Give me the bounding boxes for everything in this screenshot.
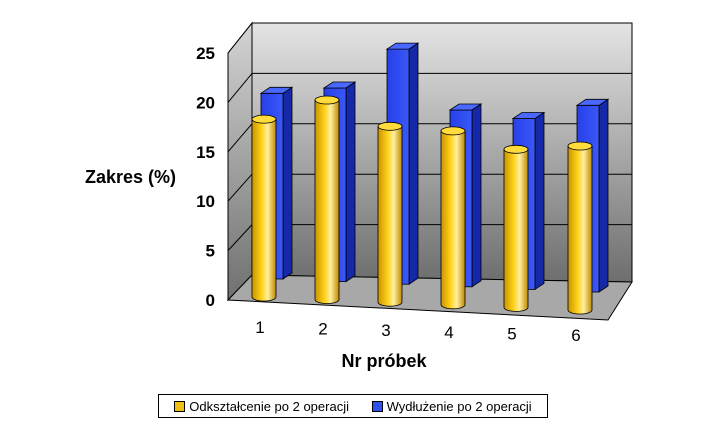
gridline [227, 73, 253, 103]
left-wall [227, 21, 253, 302]
y-tick-label: 0 [206, 291, 215, 310]
bar-series-1 [377, 121, 403, 307]
y-tick-label: 20 [196, 93, 215, 112]
legend-item-series-1: Odkształcenie po 2 operacji [174, 399, 349, 414]
y-tick-label: 15 [196, 143, 215, 162]
bar-series-1 [440, 126, 466, 310]
y-tick-label: 5 [206, 242, 215, 261]
x-axis-ticks: 1 2 3 4 5 6 [255, 318, 580, 345]
gridline [227, 173, 253, 202]
x-tick-label: 3 [381, 321, 390, 340]
x-axis-label: Nr próbek [341, 351, 427, 371]
legend-item-series-2: Wydłużenie po 2 operacji [371, 398, 532, 414]
legend-swatch-series-1 [174, 400, 186, 412]
y-axis-ticks: 0 5 10 15 20 25 [196, 44, 215, 310]
bar-series-1 [567, 141, 593, 315]
x-tick-label: 1 [255, 318, 264, 337]
legend-label-series-2: Wydłużenie po 2 operacji [386, 398, 532, 414]
gridline [227, 224, 253, 251]
x-tick-label: 5 [507, 324, 516, 343]
gridline [227, 123, 253, 153]
x-tick-label: 6 [571, 326, 580, 345]
y-tick-label: 10 [196, 192, 215, 211]
legend: Odkształcenie po 2 operacji Wydłużenie p… [158, 394, 548, 418]
bar-series-1 [314, 95, 340, 304]
gridline [227, 22, 253, 54]
bar-series-1 [251, 114, 277, 302]
y-tick-label: 25 [196, 44, 215, 63]
x-tick-label: 4 [444, 323, 453, 342]
y-axis-label: Zakres (%) [85, 167, 176, 187]
series-1-bars [251, 95, 593, 315]
x-tick-label: 2 [318, 320, 327, 339]
legend-swatch-series-2 [371, 400, 383, 412]
legend-label-series-1: Odkształcenie po 2 operacji [189, 398, 349, 414]
bar-series-1 [503, 144, 529, 312]
